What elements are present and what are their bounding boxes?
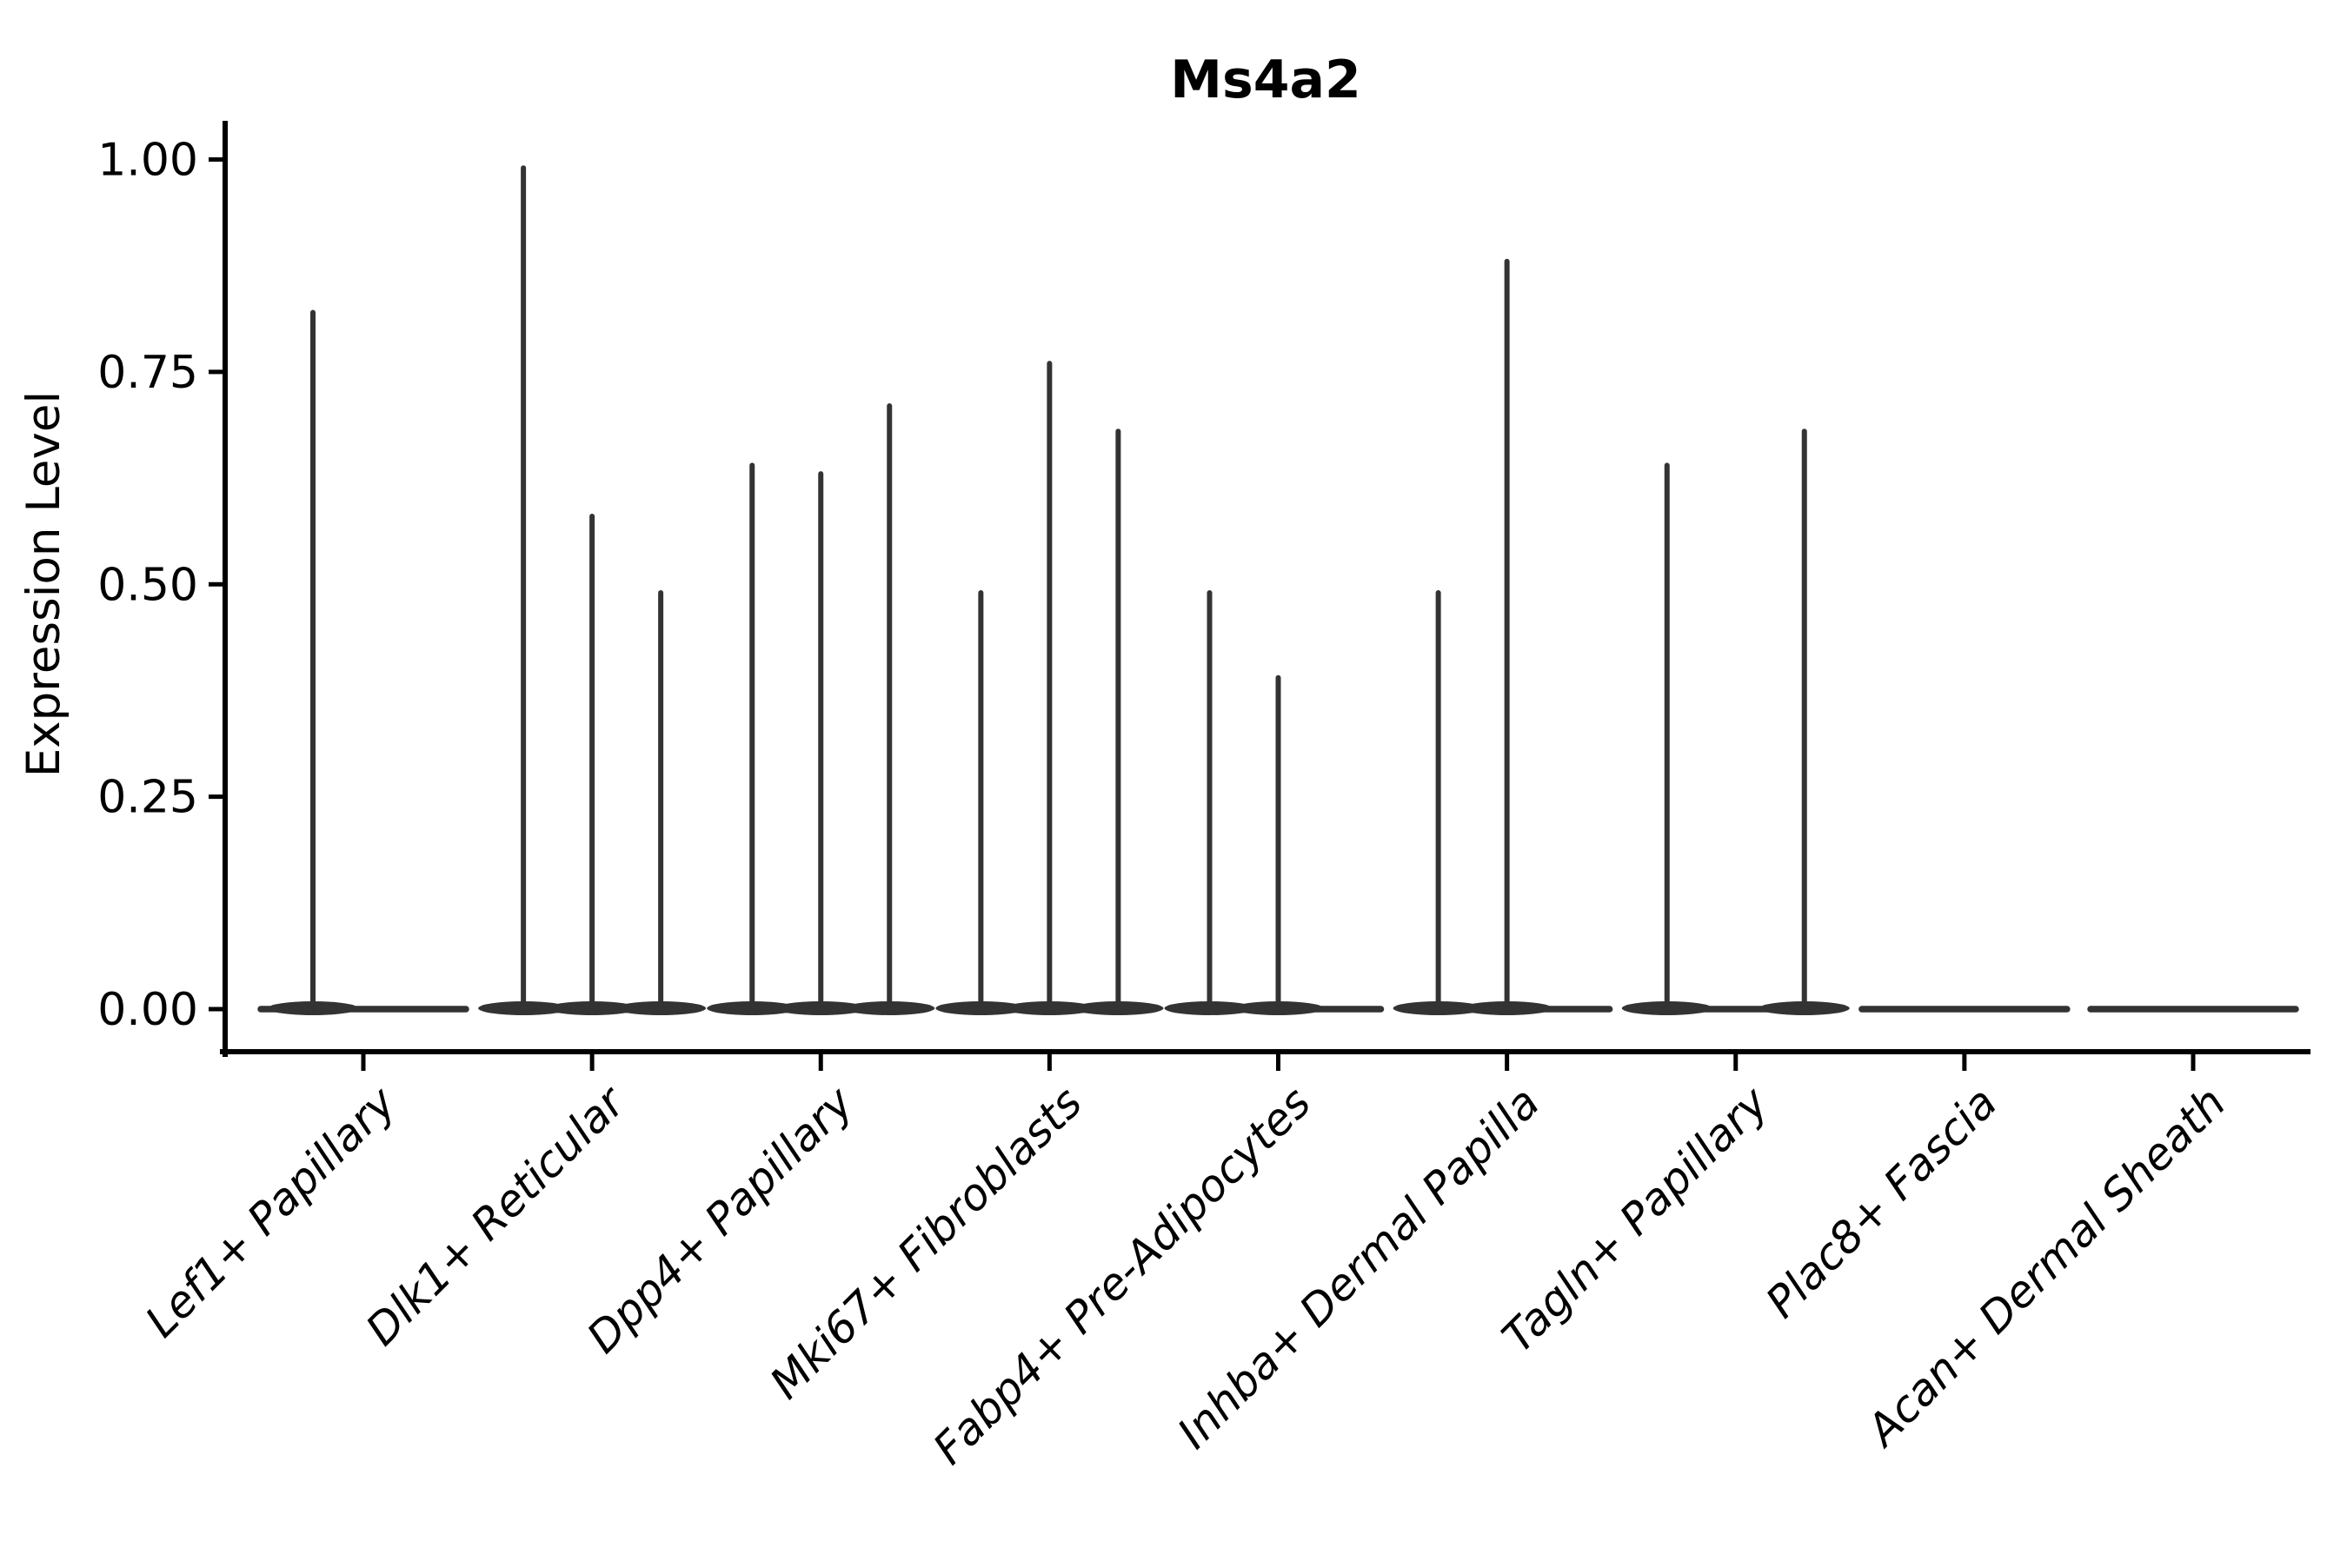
y-tick-label: 0.50 xyxy=(97,559,198,611)
y-tick-label: 0.00 xyxy=(97,984,198,1036)
y-tick-label: 0.25 xyxy=(97,772,198,824)
x-category-label: Plac8+ Fascia xyxy=(1756,1077,2006,1327)
y-axis-title: Expression Level xyxy=(17,391,70,777)
x-category-label: Fabp4+ Pre-Adipocytes xyxy=(923,1077,1320,1474)
x-category-label: Inhba+ Dermal Papilla xyxy=(1168,1077,1549,1458)
x-category-label: Lef1+ Papillary xyxy=(136,1076,406,1346)
chart-title: Ms4a2 xyxy=(1170,50,1360,110)
x-category-label: Acan+ Dermal Sheath xyxy=(1856,1077,2236,1457)
y-tick-label: 1.00 xyxy=(97,135,198,187)
y-tick-label: 0.75 xyxy=(97,347,198,399)
